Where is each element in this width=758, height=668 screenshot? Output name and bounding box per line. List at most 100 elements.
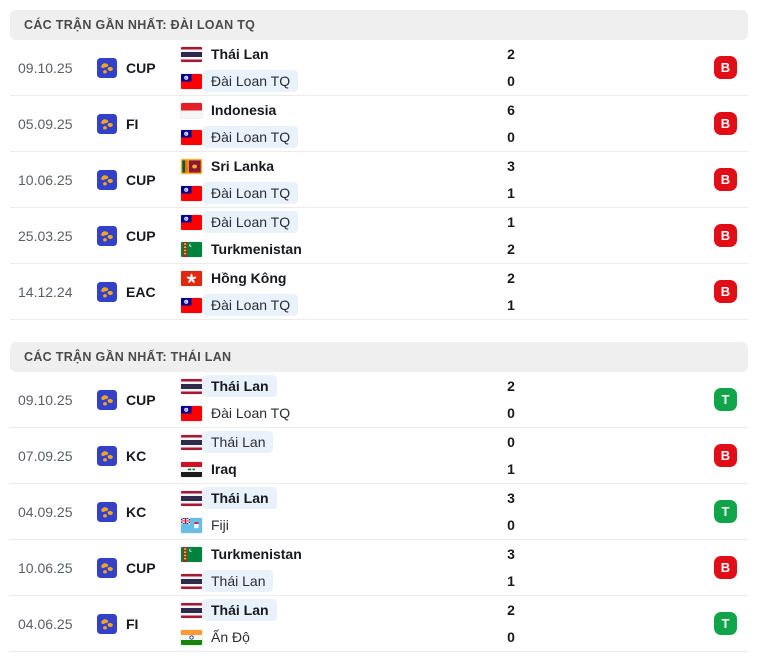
team-line[interactable]: Fiji 0 [181,514,748,536]
flag-fiji-icon [181,517,202,533]
result-badge: B [714,556,737,579]
team-name: Indonesia [211,102,277,118]
flag-thailand-icon [181,378,202,394]
team-score: 1 [507,214,515,230]
team-line[interactable]: Ấn Độ 0 [181,626,748,648]
team-score: 1 [507,461,515,477]
team-name: Thái Lan [203,375,277,397]
team-line[interactable]: Đài Loan TQ 1 [181,211,748,233]
match-row[interactable]: 25.03.25 CUP Đài Loan TQ 1 Turkmenistan 2 B [10,208,748,264]
team-score: 1 [507,185,515,201]
match-row[interactable]: 04.06.25 FI Thái Lan 2 Ấn Độ 0 T [10,596,748,652]
match-date: 05.09.25 [18,115,73,132]
team-score: 1 [507,297,515,313]
match-date: 09.10.25 [18,391,73,408]
result-badge: T [714,612,737,635]
team-line[interactable]: Indonesia 6 [181,99,748,121]
team-name: Đài Loan TQ [211,405,291,421]
teams: Đài Loan TQ 1 Turkmenistan 2 [181,211,748,260]
team-name: Đài Loan TQ [203,211,299,233]
recent-matches-panel: CÁC TRẬN GẦN NHẤT: ĐÀI LOAN TQ 09.10.25 C… [10,10,748,652]
team-score: 2 [507,602,515,618]
teams: Hồng Kông 2 Đài Loan TQ 1 [181,267,748,316]
team-line[interactable]: Đài Loan TQ 0 [181,70,748,92]
section-header-thai-lan: CÁC TRẬN GẦN NHẤT: THÁI LAN [10,342,748,372]
team-score: 0 [507,129,515,145]
flag-iraq-icon [181,461,202,477]
world-icon [97,389,117,410]
world-icon [97,225,117,246]
team-line[interactable]: Iraq 1 [181,458,748,480]
team-score: 2 [507,46,515,62]
competition: CUP [97,389,181,410]
team-score: 3 [507,490,515,506]
team-name: Đài Loan TQ [203,294,299,316]
flag-turkmenistan-icon [181,241,202,257]
match-date: 14.12.24 [18,283,73,300]
team-name: Thái Lan [203,599,277,621]
world-icon [97,501,117,522]
team-line[interactable]: Đài Loan TQ 1 [181,294,748,316]
match-list-thai-lan: 09.10.25 CUP Thái Lan 2 Đài Loan TQ 0 T 07.09.2… [10,372,748,652]
team-line[interactable]: Turkmenistan 2 [181,238,748,260]
team-line[interactable]: Đài Loan TQ 0 [181,402,748,424]
team-line[interactable]: Thái Lan 2 [181,43,748,65]
team-line[interactable]: Đài Loan TQ 1 [181,182,748,204]
competition-code: CUP [126,391,156,408]
competition: FI [97,613,181,634]
result-badge: B [714,56,737,79]
result-badge: B [714,168,737,191]
competition-code: CUP [126,227,156,244]
team-name: Turkmenistan [211,241,302,257]
team-score: 3 [507,546,515,562]
competition-code: CUP [126,559,156,576]
team-line[interactable]: Thái Lan 2 [181,375,748,397]
team-score: 2 [507,378,515,394]
teams: Thái Lan 2 Đài Loan TQ 0 [181,375,748,424]
team-line[interactable]: Thái Lan 1 [181,570,748,592]
match-date: 10.06.25 [18,559,73,576]
world-icon [97,613,117,634]
match-row[interactable]: 04.09.25 KC Thái Lan 3 Fiji 0 T [10,484,748,540]
flag-thailand-icon [181,602,202,618]
team-line[interactable]: Sri Lanka 3 [181,155,748,177]
team-line[interactable]: Thái Lan 3 [181,487,748,509]
flag-taiwan-icon [181,214,202,230]
competition: KC [97,501,181,522]
team-line[interactable]: Turkmenistan 3 [181,543,748,565]
world-icon [97,281,117,302]
team-score: 1 [507,573,515,589]
teams: Thái Lan 0 Iraq 1 [181,431,748,480]
result-badge: B [714,224,737,247]
match-row[interactable]: 07.09.25 KC Thái Lan 0 Iraq 1 B [10,428,748,484]
team-name: Iraq [211,461,237,477]
team-score: 3 [507,158,515,174]
flag-indonesia-icon [181,102,202,118]
competition-code: FI [126,115,139,132]
team-score: 0 [507,517,515,533]
match-row[interactable]: 10.06.25 CUP Sri Lanka 3 Đài Loan TQ 1 B [10,152,748,208]
flag-thailand-icon [181,46,202,62]
flag-taiwan-icon [181,405,202,421]
flag-turkmenistan-icon [181,546,202,562]
match-row[interactable]: 10.06.25 CUP Turkmenistan 3 Thái Lan 1 B [10,540,748,596]
match-row[interactable]: 14.12.24 EAC Hồng Kông 2 Đài Loan TQ 1 B [10,264,748,320]
flag-india-icon [181,629,202,645]
world-icon [97,445,117,466]
flag-srilanka-icon [181,158,202,174]
team-line[interactable]: Thái Lan 0 [181,431,748,453]
result-badge: T [714,388,737,411]
team-line[interactable]: Đài Loan TQ 0 [181,126,748,148]
match-date: 25.03.25 [18,227,73,244]
team-name: Đài Loan TQ [203,182,299,204]
teams: Indonesia 6 Đài Loan TQ 0 [181,99,748,148]
world-icon [97,113,117,134]
match-row[interactable]: 05.09.25 FI Indonesia 6 Đài Loan TQ 0 B [10,96,748,152]
match-row[interactable]: 09.10.25 CUP Thái Lan 2 Đài Loan TQ 0 T [10,372,748,428]
match-row[interactable]: 09.10.25 CUP Thái Lan 2 Đài Loan TQ 0 B [10,40,748,96]
team-line[interactable]: Thái Lan 2 [181,599,748,621]
competition-code: KC [126,503,147,520]
team-score: 0 [507,405,515,421]
flag-thailand-icon [181,434,202,450]
team-line[interactable]: Hồng Kông 2 [181,267,748,289]
